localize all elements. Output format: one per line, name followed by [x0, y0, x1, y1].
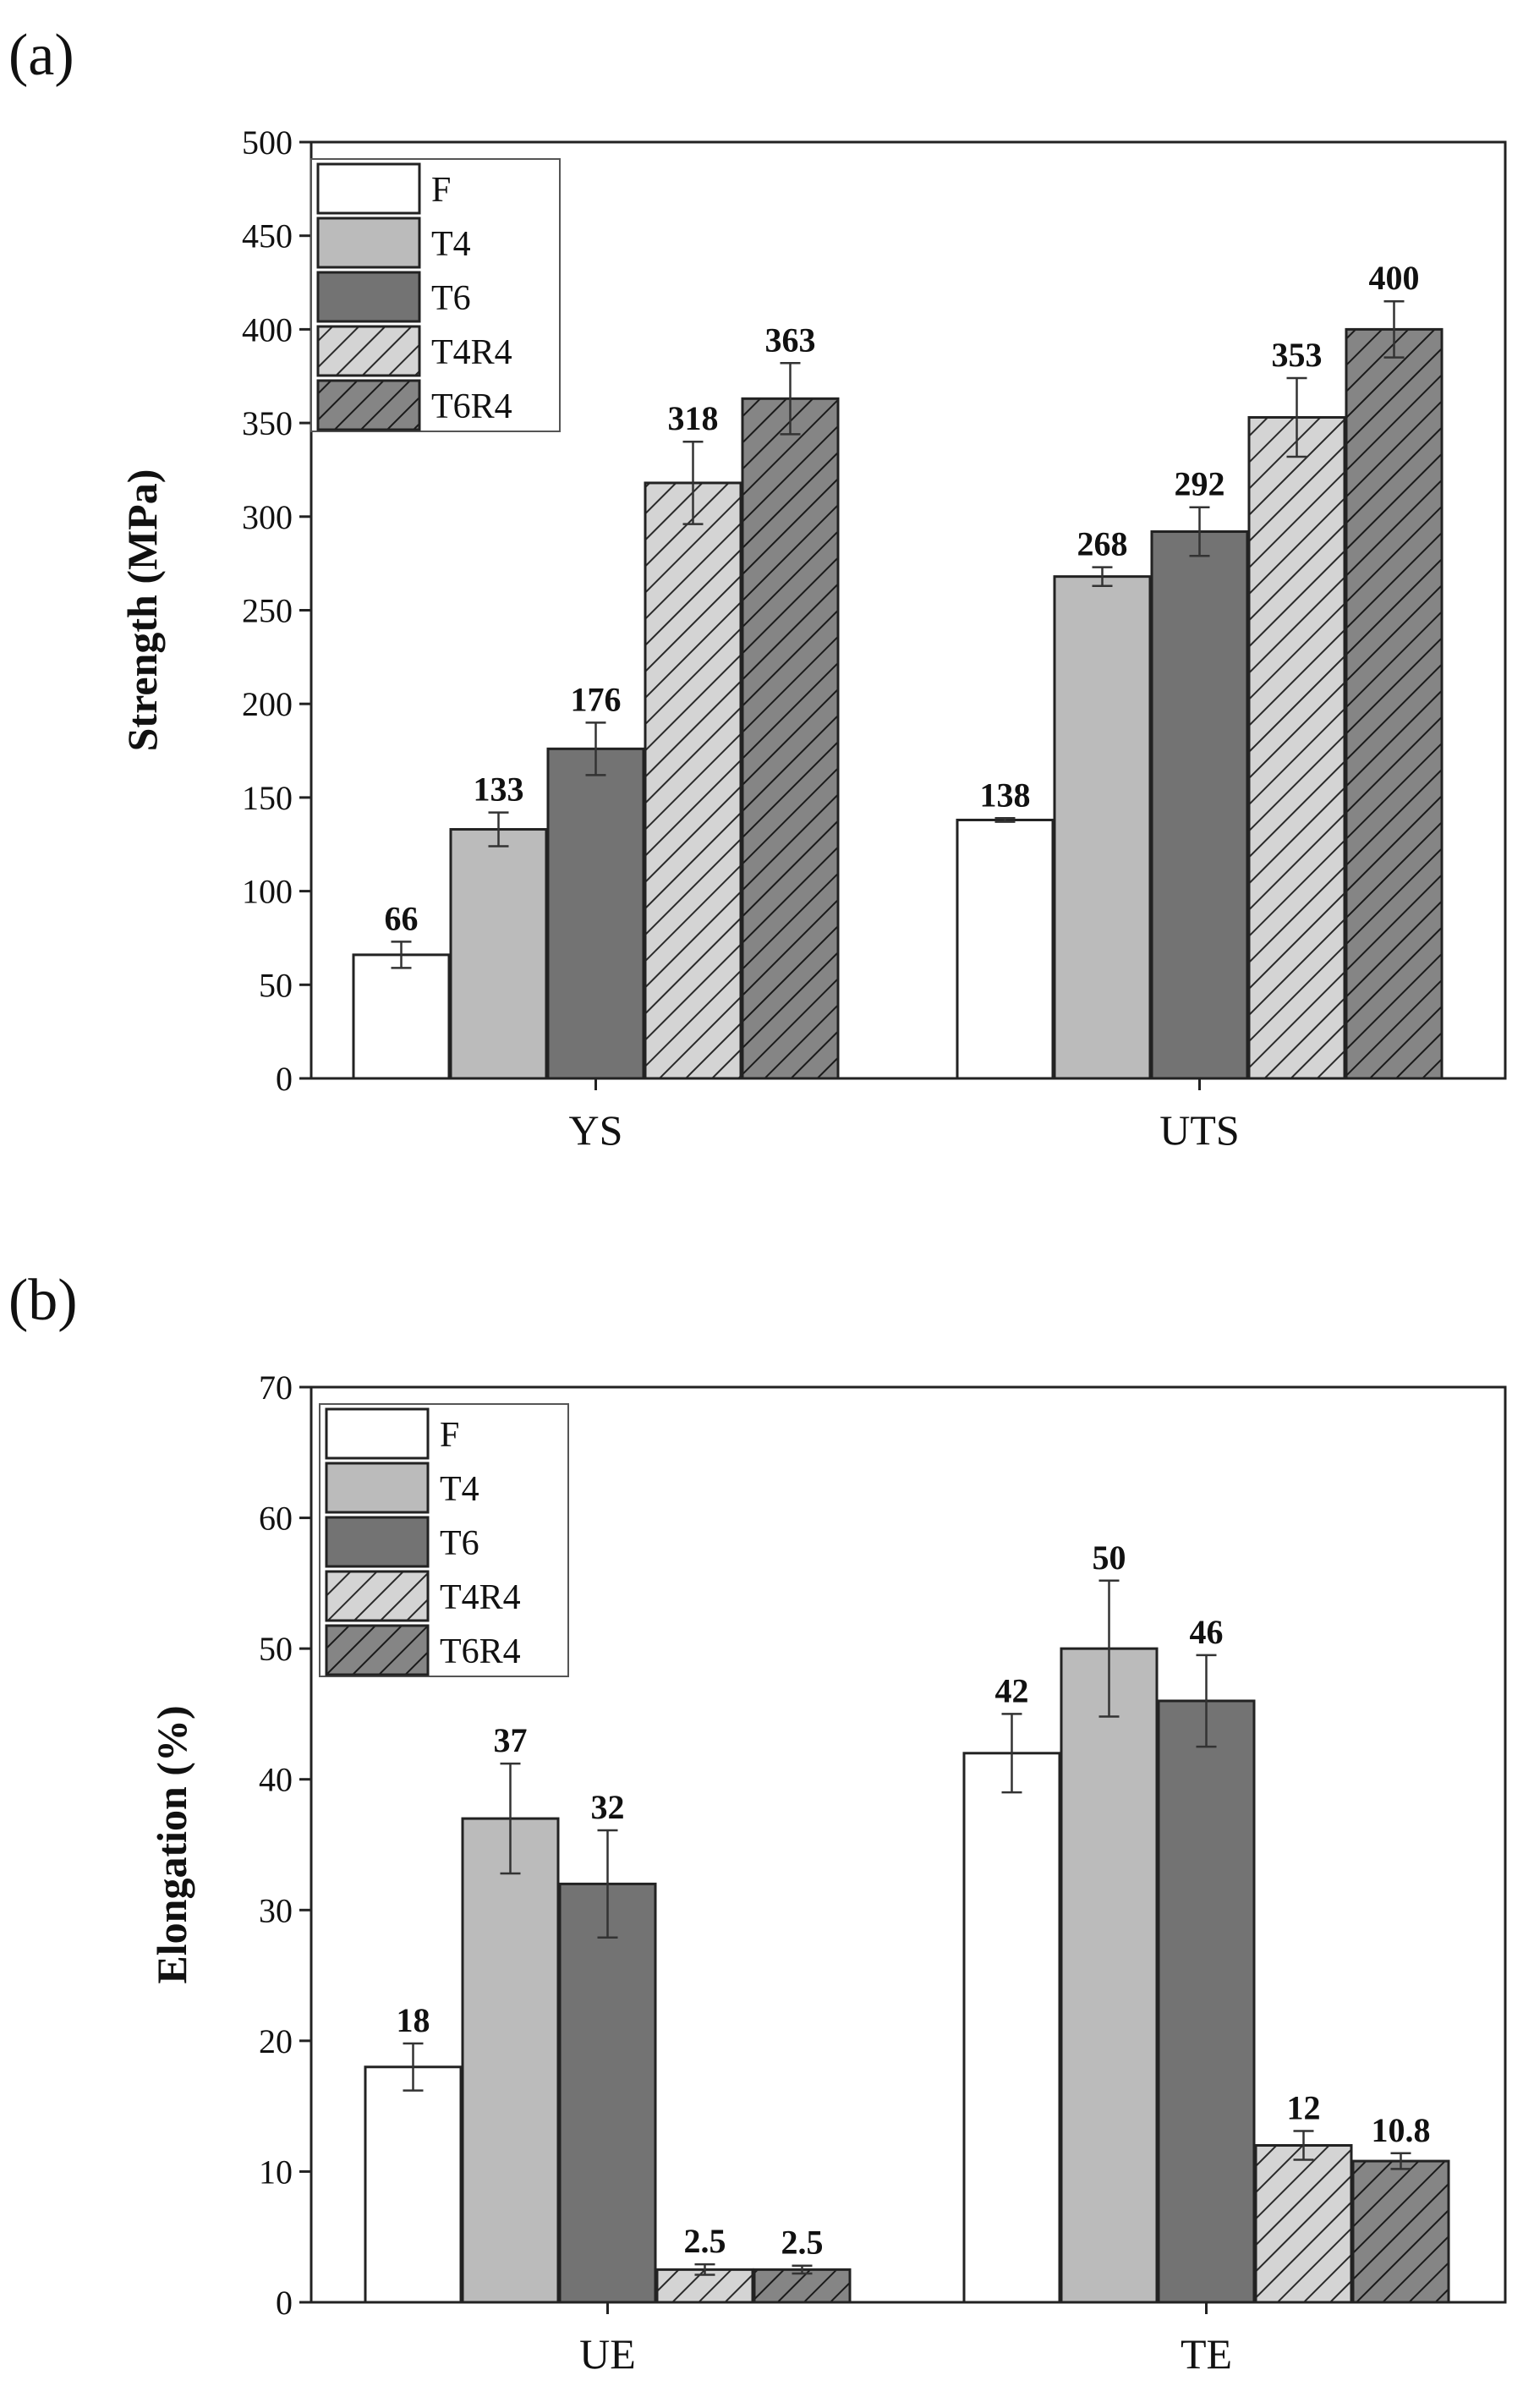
y-tick-label: 30 — [259, 1891, 293, 1929]
panel-label: (a) — [8, 23, 74, 88]
legend-swatch-t6r4 — [316, 379, 421, 431]
legend-label-f: F — [431, 171, 451, 210]
bar-t4r4-te — [1254, 2144, 1353, 2304]
bar-t4-uts — [1053, 575, 1152, 1080]
bar-t4r4-ys — [644, 481, 742, 1080]
legend-swatch-t6 — [316, 271, 421, 323]
bar-t6r4-uts — [1345, 327, 1444, 1080]
legend-label-t4: T4 — [440, 1470, 479, 1509]
bar-t6r4-ys — [741, 397, 840, 1080]
data-label: 176 — [571, 680, 622, 718]
legend-label-t6: T6 — [440, 1524, 479, 1563]
bar-t6-ue — [558, 1882, 657, 2304]
panel-label: (b) — [8, 1268, 78, 1333]
data-label: 292 — [1175, 465, 1225, 503]
x-tick-label: TE — [1181, 2330, 1232, 2378]
y-tick-label: 0 — [276, 1060, 293, 1098]
data-label: 400 — [1369, 259, 1420, 297]
y-tick-label: 0 — [276, 2284, 293, 2322]
panel-b: (b) Elongation (%) 0 10 20 30 40 50 60 70 18 37 32 2.… — [8, 1268, 1507, 2378]
y-tick-label: 350 — [242, 404, 293, 442]
bar-t6-ys — [546, 747, 645, 1080]
legend-label-t4: T4 — [431, 225, 471, 264]
bar-t4-ue — [461, 1817, 560, 2304]
data-label: 2.5 — [684, 2222, 726, 2260]
legend-label-t4r4: T4R4 — [431, 333, 512, 372]
legend-swatch-f — [325, 1407, 430, 1460]
bar-f-uts — [956, 818, 1055, 1080]
y-tick-label: 400 — [242, 310, 293, 348]
data-label: 318 — [668, 399, 719, 437]
legend-swatch-t4r4 — [316, 325, 421, 377]
data-label: 66 — [385, 899, 419, 937]
data-label: 37 — [494, 1721, 528, 1759]
legend-label-t4r4: T4R4 — [440, 1578, 521, 1617]
legend-swatch-t4 — [316, 217, 421, 269]
data-label: 12 — [1287, 2089, 1321, 2127]
bar-f-te — [962, 1752, 1061, 2304]
bar-f-ys — [352, 953, 451, 1080]
y-tick-label: 70 — [259, 1369, 293, 1407]
bar-t6r4-te — [1351, 2159, 1450, 2304]
data-label: 2.5 — [781, 2224, 824, 2262]
plot-frame — [310, 1385, 1507, 2304]
legend-label-t6r4: T6R4 — [431, 387, 512, 426]
data-label: 46 — [1190, 1613, 1224, 1651]
legend-label-t6: T6 — [431, 279, 471, 318]
x-tick-label: YS — [569, 1106, 623, 1154]
y-tick-label: 450 — [242, 217, 293, 255]
data-label: 363 — [765, 321, 816, 359]
data-label: 133 — [474, 771, 524, 809]
legend-label-t6r4: T6R4 — [440, 1632, 521, 1671]
legend-label-f: F — [440, 1416, 459, 1455]
y-tick-label: 50 — [259, 1630, 293, 1668]
bar-t6-uts — [1150, 530, 1249, 1080]
y-tick-label: 50 — [259, 966, 293, 1004]
legend-swatch-t6 — [325, 1516, 430, 1568]
legend-swatch-f — [316, 162, 421, 215]
legend-swatch-t4r4 — [325, 1570, 430, 1622]
y-tick-label: 100 — [242, 873, 293, 911]
x-tick-label: UE — [579, 2330, 636, 2378]
legend-swatch-t4 — [325, 1462, 430, 1514]
y-axis-title: Elongation (%) — [148, 1705, 195, 1983]
bar-t4r4-uts — [1247, 415, 1346, 1080]
data-label: 268 — [1077, 525, 1128, 563]
x-tick-label: UTS — [1159, 1106, 1239, 1154]
y-tick-label: 60 — [259, 1500, 293, 1538]
bar-t4-ys — [449, 828, 548, 1080]
panel-a: (a) Strength (MPa) 0 50 100 150 200 250 300 350 40… — [8, 23, 1507, 1154]
legend-swatch-t6r4 — [325, 1624, 430, 1676]
data-label: 50 — [1093, 1539, 1126, 1577]
y-tick-label: 20 — [259, 2022, 293, 2060]
data-label: 42 — [995, 1671, 1029, 1709]
y-tick-label: 500 — [242, 123, 293, 162]
y-tick-label: 150 — [242, 779, 293, 817]
plot-frame — [310, 140, 1507, 1080]
y-tick-label: 10 — [259, 2153, 293, 2191]
y-tick-label: 40 — [259, 1761, 293, 1799]
data-label: 10.8 — [1372, 2111, 1431, 2149]
y-tick-label: 250 — [242, 592, 293, 630]
y-tick-label: 300 — [242, 498, 293, 536]
y-tick-label: 200 — [242, 685, 293, 723]
data-label: 138 — [980, 776, 1031, 814]
bar-t6-te — [1157, 1699, 1256, 2304]
y-axis-title: Strength (MPa) — [118, 469, 166, 752]
data-label: 18 — [397, 2001, 430, 2039]
data-label: 353 — [1272, 336, 1323, 374]
data-label: 32 — [591, 1788, 625, 1826]
bar-t4-te — [1060, 1647, 1159, 2304]
bar-f-ue — [364, 2065, 463, 2304]
